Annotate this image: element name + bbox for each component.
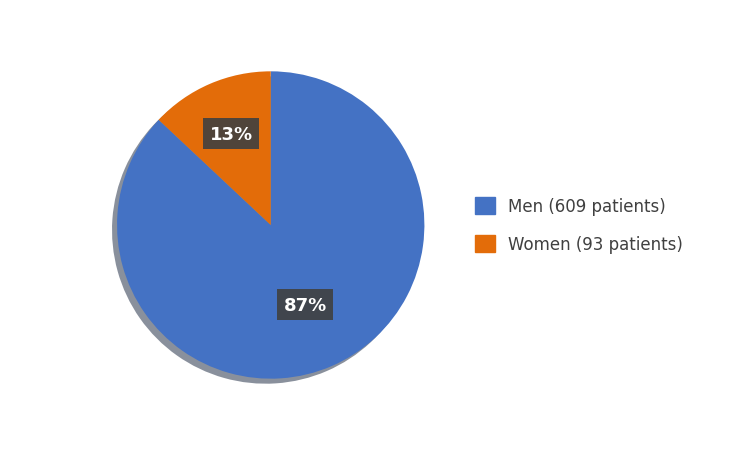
Text: 13%: 13% (210, 125, 253, 143)
Wedge shape (117, 72, 424, 379)
Text: 87%: 87% (284, 296, 327, 314)
Legend: Men (609 patients), Women (93 patients): Men (609 patients), Women (93 patients) (475, 198, 683, 253)
Wedge shape (159, 72, 271, 225)
